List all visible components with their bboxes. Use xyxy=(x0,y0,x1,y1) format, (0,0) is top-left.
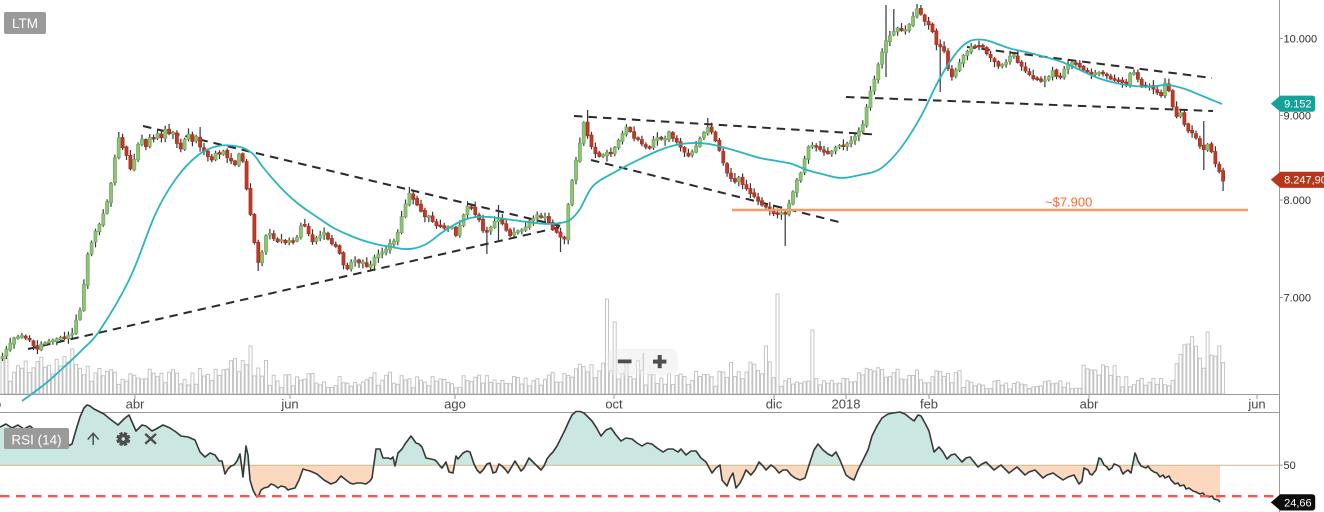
svg-text:9.152: 9.152 xyxy=(1284,99,1312,111)
svg-text:50: 50 xyxy=(1284,460,1296,472)
svg-text:ago: ago xyxy=(444,397,466,412)
svg-text:o: o xyxy=(0,397,1,412)
svg-text:8.000: 8.000 xyxy=(1284,195,1312,207)
svg-text:8.247,90: 8.247,90 xyxy=(1284,175,1324,187)
svg-text:RSI (14): RSI (14) xyxy=(11,433,61,448)
svg-text:jun: jun xyxy=(280,397,298,412)
svg-text:oct: oct xyxy=(605,397,623,412)
svg-text:2018: 2018 xyxy=(832,397,861,412)
svg-text:9.000: 9.000 xyxy=(1284,111,1312,123)
svg-text:10.000: 10.000 xyxy=(1284,34,1318,46)
svg-text:LTM: LTM xyxy=(12,16,38,31)
svg-text:abr: abr xyxy=(1080,397,1099,412)
svg-text:dic: dic xyxy=(766,397,783,412)
svg-text:abr: abr xyxy=(126,397,145,412)
svg-text:7.000: 7.000 xyxy=(1284,293,1312,305)
svg-text:jun: jun xyxy=(1247,397,1265,412)
svg-text:24,66: 24,66 xyxy=(1284,497,1312,509)
svg-text:feb: feb xyxy=(920,397,938,412)
svg-text:~$7.900: ~$7.900 xyxy=(1045,195,1092,210)
